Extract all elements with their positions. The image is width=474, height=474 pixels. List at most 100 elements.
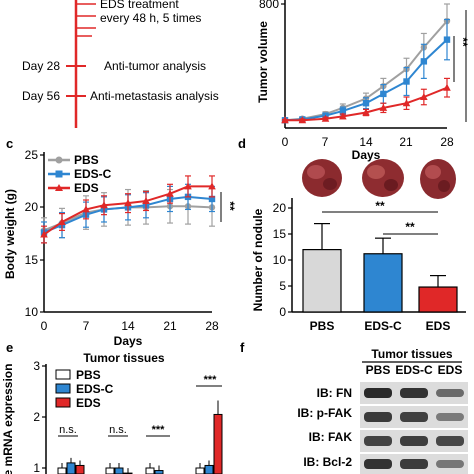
lung-shadow [384,179,398,191]
data-point-eds [281,116,289,124]
y-tick-label: 2 [33,410,40,424]
x-tick-label: 0 [41,319,48,333]
legend-swatch-pbs [55,369,71,380]
data-point-eds [379,103,388,111]
x-axis-title: Days [352,148,381,162]
significance-mark: ** [223,201,237,211]
significance-mark: ** [405,220,415,234]
y-tick-label: 20 [273,201,287,215]
blot-band [436,389,464,397]
x-tick-label: 14 [121,319,135,333]
y-tick-label: 1 [33,461,40,474]
y-tick-label: 15 [273,227,287,241]
x-tick-label: 7 [83,319,90,333]
bar-group-1 [57,467,67,474]
y-tick-label: 10 [25,305,39,319]
x-tick-label: 0 [282,135,289,149]
bar-group-4 [195,467,205,474]
blot-row-label: IB: p-FAK [297,406,352,420]
blot-row-label: IB: FAK [309,430,353,444]
data-point-eds [142,197,150,205]
significance-mark: *** [152,424,166,436]
data-point-eds [298,116,307,124]
panel-label-f: f [240,340,245,355]
blot-band [364,436,392,446]
x-tick-label: 21 [163,319,177,333]
blot-band [436,460,464,468]
bar-pbs [302,249,342,313]
timeline-day: Day 56 [22,89,60,103]
lane-label: EDS [438,363,463,377]
blot-band [364,412,392,422]
data-point-eds [184,182,192,190]
data-point-eds [362,108,370,116]
significance-mark: *** [204,374,218,386]
x-tick-label: EDS-C [364,319,402,333]
lung-image-pbs [302,159,342,197]
legend-label: PBS [76,368,101,382]
blot-band [400,412,428,422]
data-point-edsc [443,36,451,43]
y-axis-title: Tumor volume [256,21,270,103]
data-point-eds [124,199,132,207]
bar-group-4 [204,464,214,474]
lung-image-edsc [362,159,404,197]
lung-shadow [438,180,450,192]
bar-group-1 [66,462,76,474]
x-tick-labels: 0 7 14 21 28 [282,135,454,149]
blot-row-label: IB: Bcl-2 [303,455,352,469]
x-tick-label: 28 [205,319,219,333]
nodule-chart: d 0 5 10 15 20 Number of nodule PBS EDS-… [238,136,466,333]
data-point-eds [420,93,428,100]
x-tick-label: 7 [322,135,329,149]
x-tick-label: 14 [359,135,373,149]
x-axis-title: Days [114,334,143,348]
legend-marker-edsc [55,170,63,178]
lung-highlight [367,165,385,179]
legend: PBS EDS-C EDS [55,368,114,410]
data-point-eds [58,217,66,225]
timeline-day: Day 28 [22,59,60,73]
significance-mark: *** [468,7,474,21]
y-tick-label: 800 [259,0,279,11]
panel-label-d: d [238,136,246,151]
y-tick-label: 5 [279,279,286,293]
data-point-eds [100,201,108,209]
legend-marker-pbs [55,156,63,164]
bar-group-3 [154,470,164,474]
data-point-eds [402,99,411,107]
western-blot: f Tumor tissues PBS EDS-C EDS IB: FN IB:… [240,340,468,474]
panel-label-e: e [6,340,13,355]
legend-label: EDS-C [76,382,114,396]
blot-band [436,436,464,446]
body-weight-chart: c 10 15 20 25 Body weight (g) Days 0 7 1… [3,136,237,348]
x-tick-label: 28 [440,135,454,149]
bar-group-2 [114,467,124,474]
y-tick-label: 3 [33,359,40,373]
lane-label: PBS [366,363,391,377]
lung-highlight [307,165,325,179]
blot-band [400,436,428,446]
y-axis-title: Body weight (g) [3,189,17,279]
lung-images [302,159,456,199]
significance-mark: n.s. [59,424,77,436]
bar-group-2 [105,467,115,474]
chart-title: Tumor tissues [83,351,164,365]
x-tick-label: 21 [399,135,413,149]
data-point-eds [208,182,216,190]
blot-band [400,459,428,469]
data-point-eds [40,230,48,238]
legend-swatch-edsc [55,383,71,394]
lane-label: EDS-C [395,363,433,377]
lung-shadow [323,178,337,190]
data-point-eds [166,189,174,197]
data-point-edsc [403,78,410,85]
data-point-edsc [208,195,216,203]
significance-mark: n.s. [109,424,127,436]
legend-label: EDS-C [74,167,112,181]
significance-mark: ** [375,199,385,213]
x-tick-label: EDS [426,319,451,333]
tumor-volume-chart: 800 Tumor volume Days 0 7 14 21 28 ** **… [256,0,474,162]
data-point-edsc [362,100,370,107]
